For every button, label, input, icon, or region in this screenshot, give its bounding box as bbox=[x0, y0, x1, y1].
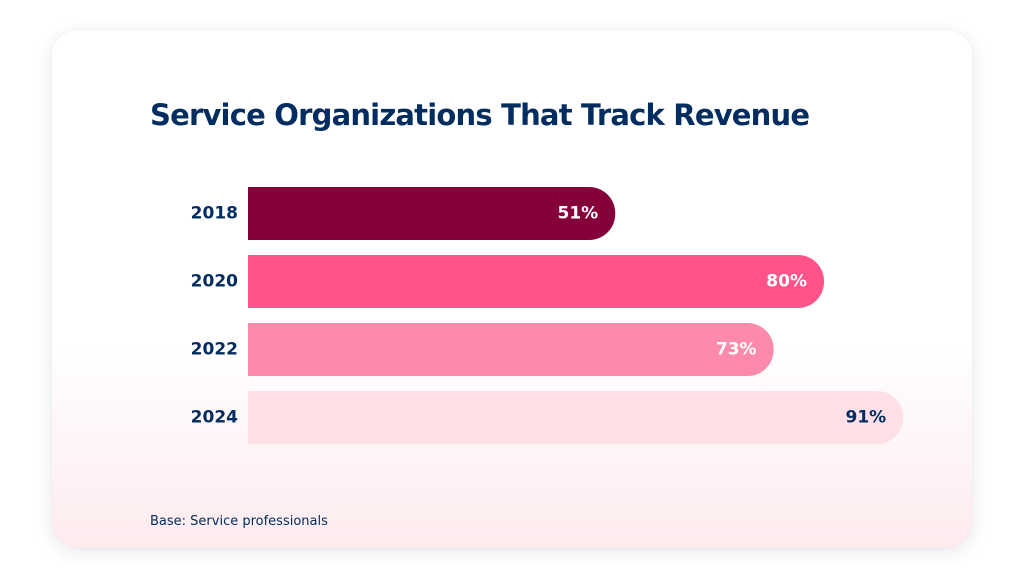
bar-2022 bbox=[248, 323, 774, 376]
chart-title: Service Organizations That Track Revenue bbox=[150, 98, 810, 132]
bar-2020 bbox=[248, 255, 824, 308]
category-label-2024: 2024 bbox=[191, 408, 238, 428]
category-label-2018: 2018 bbox=[191, 204, 238, 224]
category-label-2022: 2022 bbox=[191, 340, 238, 360]
value-label-2018: 51% bbox=[557, 204, 598, 224]
value-label-2022: 73% bbox=[716, 340, 757, 360]
bar-2024 bbox=[248, 391, 904, 444]
value-label-2020: 80% bbox=[766, 272, 807, 292]
bar-chart: 2018 51% 2020 80% 2022 73% 2024 91% bbox=[191, 187, 904, 444]
chart-footnote: Base: Service professionals bbox=[150, 514, 328, 529]
value-label-2024: 91% bbox=[845, 408, 886, 428]
bar-2018 bbox=[248, 187, 616, 240]
chart-card: Service Organizations That Track Revenue… bbox=[52, 30, 972, 548]
category-label-2020: 2020 bbox=[191, 272, 238, 292]
